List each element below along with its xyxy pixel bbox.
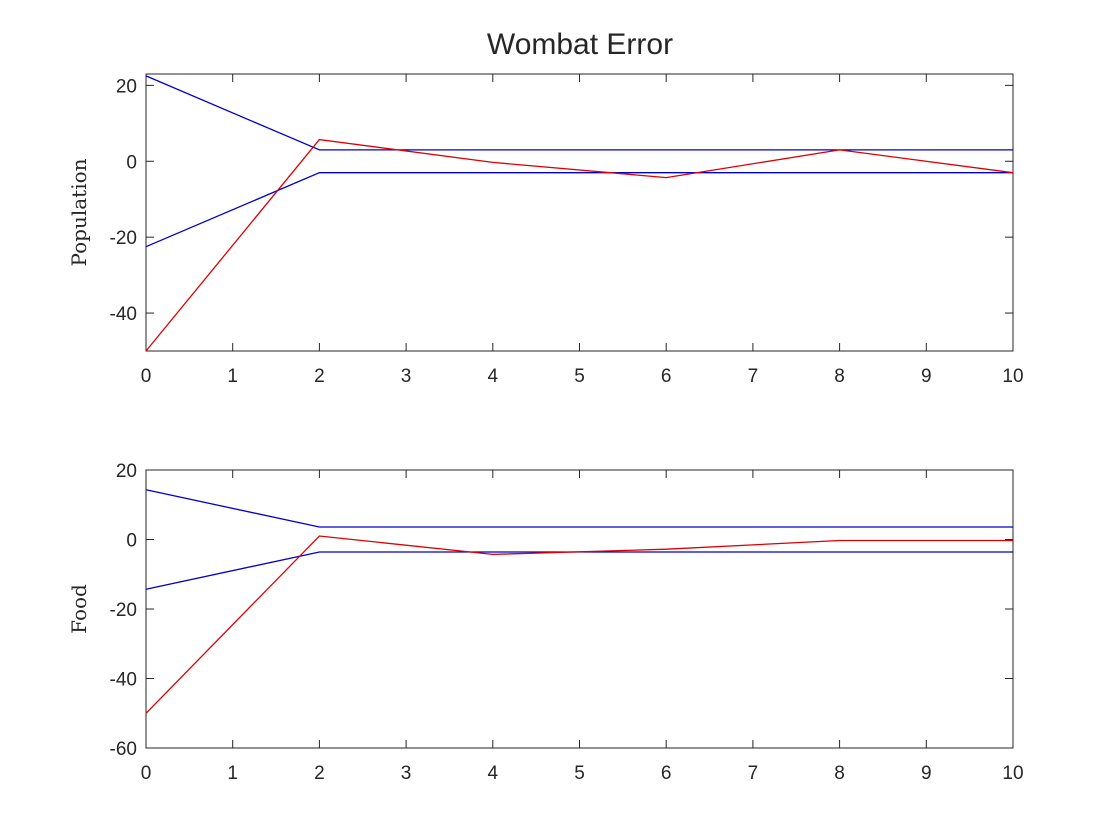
population-x-tick-label: 10: [1002, 366, 1023, 387]
food-x-tick-label: 6: [661, 763, 672, 784]
population-x-tick-label: 6: [661, 366, 672, 387]
population-y-tick-label: 0: [126, 152, 137, 173]
population-x-tick-label: 8: [834, 366, 845, 387]
population-x-tick-label: 9: [921, 366, 932, 387]
population-x-tick-label: 2: [314, 366, 325, 387]
population-x-tick-label: 0: [141, 366, 152, 387]
food-x-tick-label: 10: [1002, 763, 1023, 784]
population-x-tick-label: 4: [488, 366, 499, 387]
food-y-axis-label: Food: [67, 584, 91, 634]
food-x-tick-label: 5: [574, 763, 585, 784]
population-y-tick-label: -40: [110, 304, 137, 325]
population-y-tick-label: -20: [110, 228, 137, 249]
population-y-tick-label: 20: [116, 76, 137, 97]
population-x-tick-label: 7: [748, 366, 759, 387]
food-y-tick-label: -20: [110, 600, 137, 621]
population-series-line-1: [145, 75, 1013, 151]
food-x-tick-label: 3: [401, 763, 412, 784]
food-x-tick-label: 0: [141, 763, 152, 784]
population-series-line-2: [145, 172, 1013, 248]
population-axes: 0 1 2 3 4 5 6 7 8 9 10 -40 -20 0 20 Population: [67, 73, 1024, 387]
population-series-line-3: [145, 138, 1014, 352]
food-x-tick-label: 1: [227, 763, 238, 784]
population-x-tick-label: 5: [574, 366, 585, 387]
food-x-tick-label: 8: [834, 763, 845, 784]
food-axes: 0 1 2 3 4 5 6 7 8 9 10 -60 -40 -20 0 20 Food: [67, 461, 1024, 784]
food-y-tick-label: 20: [116, 461, 137, 482]
figure-title: Wombat Error: [487, 28, 673, 61]
food-y-tick-label: -40: [110, 670, 137, 691]
population-y-axis-label: Population: [67, 158, 91, 266]
food-x-tick-label: 4: [488, 763, 499, 784]
population-axes-frame: [145, 73, 1014, 352]
food-axes-frame: [145, 469, 1014, 749]
food-x-tick-label: 9: [921, 763, 932, 784]
food-y-tick-label: -60: [110, 739, 137, 760]
food-x-tick-label: 7: [748, 763, 759, 784]
food-y-tick-label: 0: [126, 531, 137, 552]
population-x-tick-label: 3: [401, 366, 412, 387]
food-series-line-2: [145, 551, 1013, 590]
population-x-tick-label: 1: [227, 366, 238, 387]
food-series-line-1: [145, 489, 1013, 528]
food-series-line-3: [145, 535, 1013, 714]
food-x-tick-label: 2: [314, 763, 325, 784]
